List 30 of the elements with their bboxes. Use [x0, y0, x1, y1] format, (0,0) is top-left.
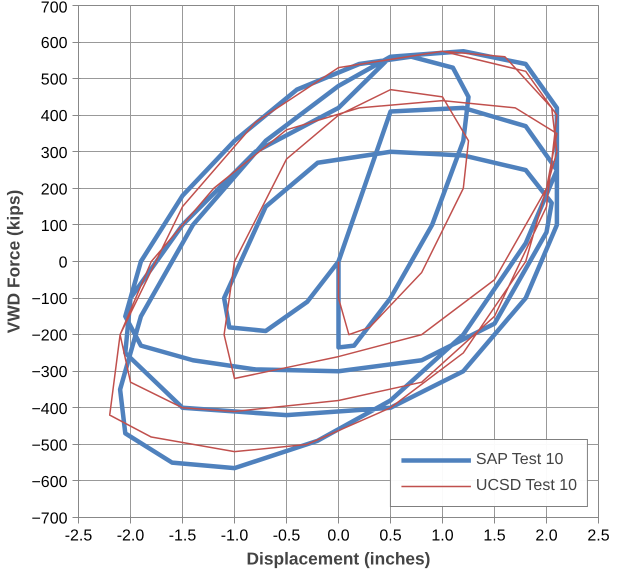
- y-tick-label: −400: [31, 400, 68, 418]
- x-tick-label: 2.5: [587, 528, 610, 544]
- y-tick-label: 500: [40, 72, 68, 89]
- y-tick-label: −100: [31, 291, 68, 308]
- x-tick-label: -1.0: [220, 528, 248, 544]
- legend-label: UCSD Test 10: [476, 477, 577, 495]
- y-tick-label: 100: [40, 218, 68, 235]
- x-tick-label: 2.0: [535, 528, 558, 544]
- y-tick-label: 600: [40, 35, 68, 52]
- y-tick-label: 400: [40, 108, 68, 126]
- y-tick-label: 700: [40, 0, 68, 16]
- x-tick-label: -2.0: [116, 528, 144, 544]
- y-tick-label: −600: [31, 474, 68, 491]
- x-tick-label: -2.5: [64, 528, 92, 544]
- y-axis-title: VWD Force (kips): [3, 190, 24, 334]
- x-tick-label: 0.0: [327, 528, 350, 544]
- y-tick-label: −500: [31, 437, 68, 454]
- x-tick-label: 0.5: [379, 528, 402, 544]
- y-tick-label: −200: [31, 328, 68, 345]
- y-tick-label: 0: [58, 254, 68, 272]
- legend-label: SAP Test 10: [476, 451, 564, 469]
- x-tick-label: -1.5: [168, 528, 196, 544]
- y-tick-label: −700: [31, 510, 68, 528]
- y-tick-label: 200: [40, 181, 68, 198]
- x-tick-label: 1.0: [431, 528, 454, 544]
- y-tick-label: −300: [31, 364, 68, 382]
- y-tick-label: 300: [40, 144, 68, 162]
- x-tick-label: -0.5: [272, 528, 300, 544]
- x-tick-label: 1.5: [483, 528, 506, 544]
- x-axis-title: Displacement (inches): [246, 548, 430, 568]
